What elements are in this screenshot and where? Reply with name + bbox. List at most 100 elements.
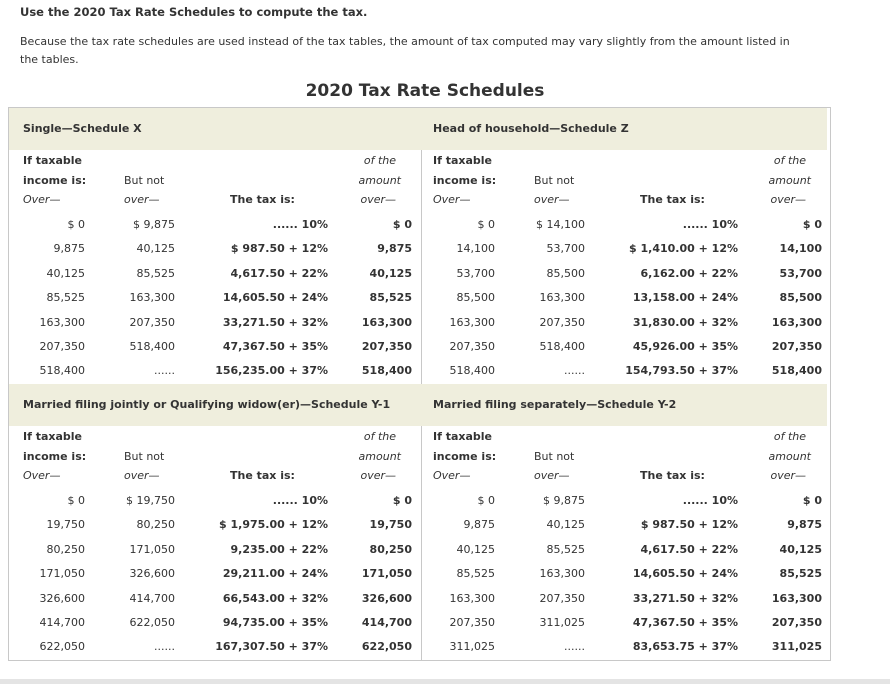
header: The tax is: bbox=[640, 193, 705, 206]
over: 326,600 bbox=[39, 591, 86, 605]
over: 171,050 bbox=[39, 567, 86, 581]
but-not-over: ...... bbox=[154, 640, 175, 654]
tax: 66,543.00 + 32% bbox=[222, 591, 328, 605]
over: 9,875 bbox=[463, 518, 496, 532]
tax: 47,367.50 + 35% bbox=[632, 616, 738, 629]
of-amount: 85,525 bbox=[779, 567, 822, 581]
note: Because the tax rate schedules are used … bbox=[20, 35, 790, 66]
over: 19,750 bbox=[46, 518, 86, 532]
but-not-over: ...... bbox=[154, 364, 175, 378]
of-amount: 163,300 bbox=[771, 591, 822, 605]
header: Over— bbox=[433, 469, 471, 482]
but-not-over: 207,350 bbox=[539, 591, 586, 605]
tax: 47,367.50 + 35% bbox=[222, 340, 328, 353]
schedule-band bbox=[9, 108, 421, 150]
over: 622,050 bbox=[39, 640, 86, 654]
over: 80,250 bbox=[46, 542, 86, 556]
header: Over— bbox=[23, 469, 61, 482]
tax: 45,926.00 + 35% bbox=[632, 340, 738, 353]
header: over— bbox=[770, 469, 806, 482]
divider bbox=[421, 107, 422, 660]
header: over— bbox=[124, 193, 160, 206]
but-not-over: 163,300 bbox=[539, 567, 586, 581]
header: The tax is: bbox=[230, 469, 295, 482]
header: But not bbox=[124, 174, 165, 187]
header: amount bbox=[358, 450, 401, 463]
but-not-over: 207,350 bbox=[129, 315, 176, 329]
tax: $ 987.50 + 12% bbox=[640, 518, 738, 532]
header: amount bbox=[358, 174, 401, 187]
but-not-over: 171,050 bbox=[129, 542, 176, 556]
but-not-over: 207,350 bbox=[539, 315, 586, 329]
table-frame bbox=[8, 107, 831, 661]
tax: ...... 10% bbox=[272, 494, 328, 507]
tax: ...... 10% bbox=[682, 494, 738, 507]
over: $ 0 bbox=[477, 218, 496, 231]
header: over— bbox=[360, 469, 396, 482]
of-amount: $ 0 bbox=[802, 218, 822, 231]
over: 311,025 bbox=[449, 640, 496, 654]
of-amount: 53,700 bbox=[779, 266, 822, 280]
over: 207,350 bbox=[449, 340, 496, 353]
but-not-over: 40,125 bbox=[546, 518, 586, 532]
but-not-over: 518,400 bbox=[129, 340, 176, 353]
but-not-over: 85,500 bbox=[546, 266, 586, 280]
but-not-over: ...... bbox=[564, 640, 585, 654]
of-amount: 163,300 bbox=[771, 315, 822, 329]
header: of the bbox=[773, 154, 806, 167]
but-not-over: 622,050 bbox=[129, 616, 176, 629]
header: If taxable bbox=[23, 430, 83, 443]
header: over— bbox=[360, 193, 396, 206]
of-amount: 85,500 bbox=[779, 291, 822, 305]
of-amount: 414,700 bbox=[361, 616, 412, 629]
tax: $ 1,410.00 + 12% bbox=[629, 242, 738, 256]
of-amount: 19,750 bbox=[369, 518, 412, 532]
over: 85,525 bbox=[46, 291, 86, 305]
of-amount: 207,350 bbox=[361, 340, 412, 353]
of-amount: 518,400 bbox=[771, 364, 822, 378]
header: income is: bbox=[433, 174, 497, 187]
of-amount: 207,350 bbox=[771, 616, 822, 629]
schedule-title: Single—Schedule X bbox=[23, 122, 142, 135]
of-amount: 85,525 bbox=[369, 291, 412, 305]
header: If taxable bbox=[23, 154, 83, 167]
tax: ...... 10% bbox=[682, 218, 738, 231]
of-amount: 326,600 bbox=[361, 591, 412, 605]
of-amount: 80,250 bbox=[369, 542, 412, 556]
title: 2020 Tax Rate Schedules bbox=[305, 81, 545, 101]
scrollbar bbox=[0, 679, 890, 684]
tax: 4,617.50 + 22% bbox=[230, 266, 329, 280]
header: over— bbox=[124, 469, 160, 482]
of-amount: 9,875 bbox=[787, 518, 822, 532]
of-amount: $ 0 bbox=[802, 494, 822, 507]
of-amount: 207,350 bbox=[771, 340, 822, 353]
tax: 9,235.00 + 22% bbox=[230, 542, 329, 556]
over: 163,300 bbox=[449, 591, 496, 605]
but-not-over: 326,600 bbox=[129, 567, 176, 581]
of-amount: 40,125 bbox=[369, 266, 412, 280]
tax: 4,617.50 + 22% bbox=[640, 542, 739, 556]
tax: 94,735.00 + 35% bbox=[222, 616, 328, 629]
over: 518,400 bbox=[39, 364, 86, 378]
of-amount: 163,300 bbox=[361, 315, 412, 329]
header: over— bbox=[534, 193, 570, 206]
schedule-title: Married filing jointly or Qualifying wid… bbox=[23, 398, 391, 411]
over: 14,100 bbox=[456, 242, 496, 256]
but-not-over: 163,300 bbox=[129, 291, 176, 305]
but-not-over: 414,700 bbox=[129, 591, 176, 605]
of-amount: 622,050 bbox=[361, 640, 412, 654]
over: 40,125 bbox=[46, 266, 86, 280]
header: of the bbox=[363, 430, 396, 443]
tax: 31,830.00 + 32% bbox=[632, 315, 738, 329]
over: 207,350 bbox=[39, 340, 86, 353]
over: 518,400 bbox=[449, 364, 496, 378]
but-not-over: ...... bbox=[564, 364, 585, 378]
tax: $ 987.50 + 12% bbox=[230, 242, 328, 256]
but-not-over: 40,125 bbox=[136, 242, 176, 256]
header: amount bbox=[768, 450, 811, 463]
over: 85,525 bbox=[456, 567, 496, 581]
schedule-band bbox=[420, 108, 827, 150]
over: 414,700 bbox=[39, 616, 86, 629]
header: If taxable bbox=[433, 430, 493, 443]
